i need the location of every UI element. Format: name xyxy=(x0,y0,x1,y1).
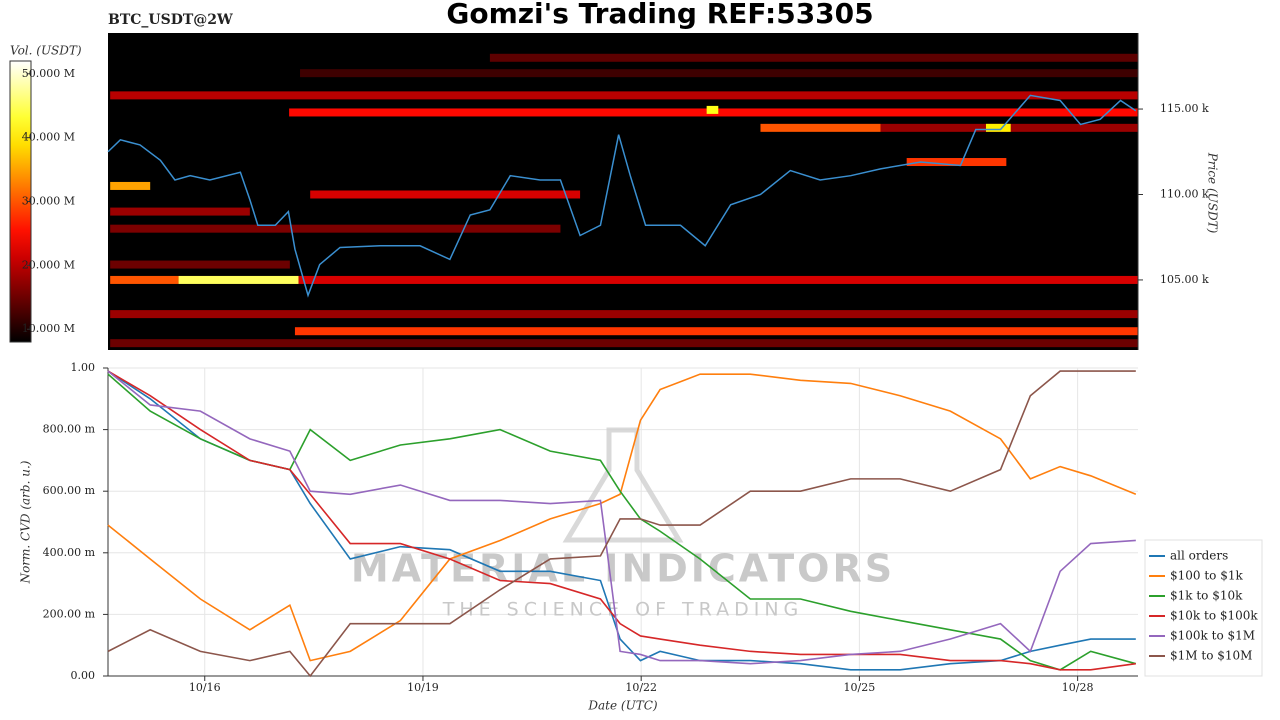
cvd-line xyxy=(107,373,1137,671)
heat-band xyxy=(110,224,561,233)
heat-band xyxy=(110,207,250,216)
cvd-line xyxy=(107,373,1137,662)
colorbar-tick-label: 10.000 M xyxy=(22,322,75,335)
heat-band xyxy=(110,181,151,190)
heat-band xyxy=(110,260,290,269)
heat-band xyxy=(110,275,179,284)
cvd-line xyxy=(107,370,1136,671)
heat-band xyxy=(298,275,1138,284)
heat-band xyxy=(706,105,719,114)
legend-label: all orders xyxy=(1170,549,1228,563)
legend-box xyxy=(1144,539,1263,677)
colorbar-tick-label: 30.000 M xyxy=(22,195,75,208)
cvd-axis-label: Norm. CVD (arb. u.) xyxy=(19,460,33,584)
heat-band xyxy=(110,91,1138,100)
heat-band xyxy=(178,275,299,284)
y-tick-label: 115.00 k xyxy=(1160,102,1209,115)
heat-band xyxy=(294,327,1138,336)
title: Gomzi's Trading REF:53305 xyxy=(446,0,873,30)
legend-label: $100k to $1M xyxy=(1170,629,1255,643)
date-axis-label: Date (UTC) xyxy=(587,699,657,713)
colorbar-tick-label: 20.000 M xyxy=(22,258,75,271)
heat-band xyxy=(110,310,1138,319)
y-tick-label: 800.00 m xyxy=(43,423,96,436)
x-tick-label: 10/25 xyxy=(844,681,876,694)
heat-band xyxy=(110,339,1138,348)
price-axis-label: Price (USDT) xyxy=(1206,152,1220,234)
heat-band xyxy=(310,190,581,199)
heat-band xyxy=(985,123,1011,132)
colorbar-tick-label: 40.000 M xyxy=(22,131,75,144)
legend-label: $100 to $1k xyxy=(1170,569,1243,583)
heatmap-cells xyxy=(110,53,1138,348)
heatmap-background xyxy=(108,33,1138,350)
cvd-line xyxy=(107,370,1136,678)
y-tick-label: 200.00 m xyxy=(43,607,96,620)
symbol: BTC_USDT@2W xyxy=(108,12,233,28)
heat-band xyxy=(760,123,881,132)
legend-label: $1k to $10k xyxy=(1170,589,1243,603)
heat-band xyxy=(906,158,1007,167)
cvd-line xyxy=(107,370,1136,665)
heat-band xyxy=(489,53,1138,62)
y-tick-label: 105.00 k xyxy=(1160,273,1209,286)
watermark: MATERIAL INDICATORS xyxy=(351,547,895,591)
price-line xyxy=(107,94,1137,298)
x-tick-label: 10/22 xyxy=(625,681,657,694)
x-tick-label: 10/19 xyxy=(407,681,439,694)
colorbar-tick-label: 50.000 M xyxy=(22,67,75,80)
x-tick-label: 10/16 xyxy=(189,681,221,694)
watermark-subtitle: THE SCIENCE OF TRADING xyxy=(442,599,804,621)
y-tick-label: 110.00 k xyxy=(1160,187,1209,200)
x-tick-label: 10/28 xyxy=(1062,681,1094,694)
heat-band xyxy=(300,69,1138,78)
colorbar-label: Vol. (USDT) xyxy=(10,44,82,58)
y-tick-label: 0.00 xyxy=(71,669,96,682)
legend-label: $10k to $100k xyxy=(1170,609,1258,623)
y-tick-label: 400.00 m xyxy=(43,546,96,559)
y-tick-label: 1.00 xyxy=(71,361,96,374)
y-tick-label: 600.00 m xyxy=(43,484,96,497)
legend-label: $1M to $10M xyxy=(1170,649,1252,663)
